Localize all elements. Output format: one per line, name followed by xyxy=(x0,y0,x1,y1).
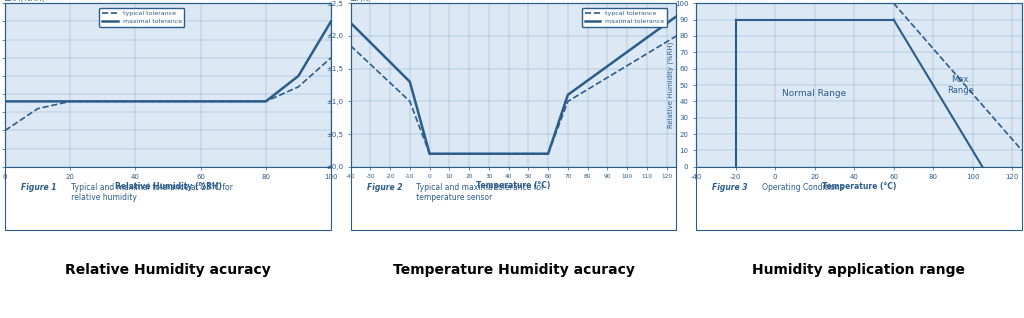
Legend: typcal tolerance, maximal tolerance: typcal tolerance, maximal tolerance xyxy=(582,8,667,27)
X-axis label: Relative Humidity (%RH): Relative Humidity (%RH) xyxy=(115,182,221,191)
typical tolerance xyxy=(292,85,304,89)
maximal tolerance xyxy=(65,100,77,103)
Text: Temperature Humidity acuracy: Temperature Humidity acuracy xyxy=(392,263,635,277)
typical tolerance xyxy=(65,100,77,103)
typcal tolerance xyxy=(542,152,554,156)
maximal tolerance xyxy=(344,21,356,25)
maximal tolerance xyxy=(0,100,11,103)
Text: Figure 1: Figure 1 xyxy=(22,183,57,192)
Text: Normal Range: Normal Range xyxy=(782,89,847,98)
typical tolerance xyxy=(260,100,272,103)
Text: ΔRH(%RH): ΔRH(%RH) xyxy=(5,0,46,3)
typcal tolerance xyxy=(562,100,574,103)
maximal tolerance xyxy=(260,100,272,103)
maximal tolerance xyxy=(542,152,554,156)
X-axis label: Temperature (°C): Temperature (°C) xyxy=(476,181,551,190)
typcal tolerance xyxy=(424,152,436,156)
Line: maximal tolerance: maximal tolerance xyxy=(350,16,677,154)
Y-axis label: Relative Humidity (%RH): Relative Humidity (%RH) xyxy=(667,42,674,128)
maximal tolerance xyxy=(562,93,574,97)
maximal tolerance xyxy=(292,74,304,78)
typical tolerance xyxy=(32,107,44,111)
typcal tolerance xyxy=(403,100,416,103)
Line: typical tolerance: typical tolerance xyxy=(5,58,331,130)
typcal tolerance xyxy=(344,44,356,48)
Text: Humidity application range: Humidity application range xyxy=(753,263,966,277)
typical tolerance xyxy=(0,128,11,132)
Text: Figure 3: Figure 3 xyxy=(713,183,748,192)
Text: Max.
Range: Max. Range xyxy=(947,75,974,95)
Text: ΔT(K): ΔT(K) xyxy=(350,0,372,3)
X-axis label: Temperature (°C): Temperature (°C) xyxy=(822,182,896,191)
Text: Figure 2: Figure 2 xyxy=(367,183,402,192)
typcal tolerance xyxy=(671,34,683,38)
Line: typcal tolerance: typcal tolerance xyxy=(350,36,677,154)
Text: Typical and maximal tolerance at 23°C for
   relative humidity: Typical and maximal tolerance at 23°C fo… xyxy=(63,183,232,202)
Legend: typical tolerance, maximal tolerance: typical tolerance, maximal tolerance xyxy=(99,8,184,27)
typical tolerance xyxy=(325,56,337,60)
maximal tolerance xyxy=(424,152,436,156)
Text: Relative Humidity acuracy: Relative Humidity acuracy xyxy=(66,263,271,277)
Line: maximal tolerance: maximal tolerance xyxy=(5,21,331,101)
Text: Operating Conditions: Operating Conditions xyxy=(755,183,844,192)
Text: Typical and maxima tolerance for
   temperature sensor: Typical and maxima tolerance for tempera… xyxy=(410,183,545,202)
maximal tolerance xyxy=(325,19,337,23)
maximal tolerance xyxy=(403,80,416,84)
maximal tolerance xyxy=(671,14,683,18)
